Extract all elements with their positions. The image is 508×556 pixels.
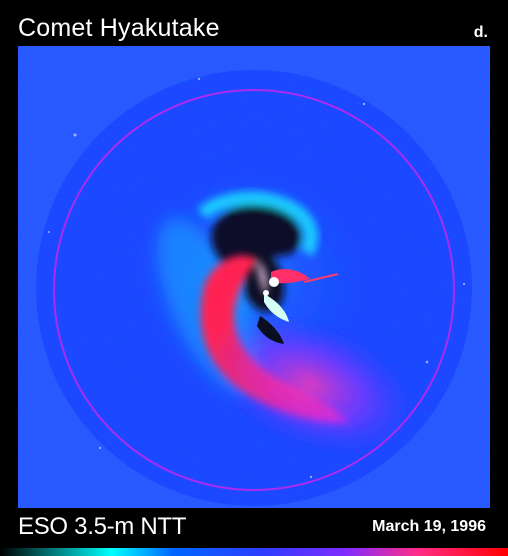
comet-image	[18, 46, 490, 508]
page-title: Comet Hyakutake	[18, 14, 220, 42]
date-label: March 19, 1996	[372, 518, 486, 535]
color-scale-bar	[0, 548, 508, 556]
panel-label: d.	[473, 24, 488, 41]
telescope-label: ESO 3.5-m NTT	[18, 513, 187, 540]
